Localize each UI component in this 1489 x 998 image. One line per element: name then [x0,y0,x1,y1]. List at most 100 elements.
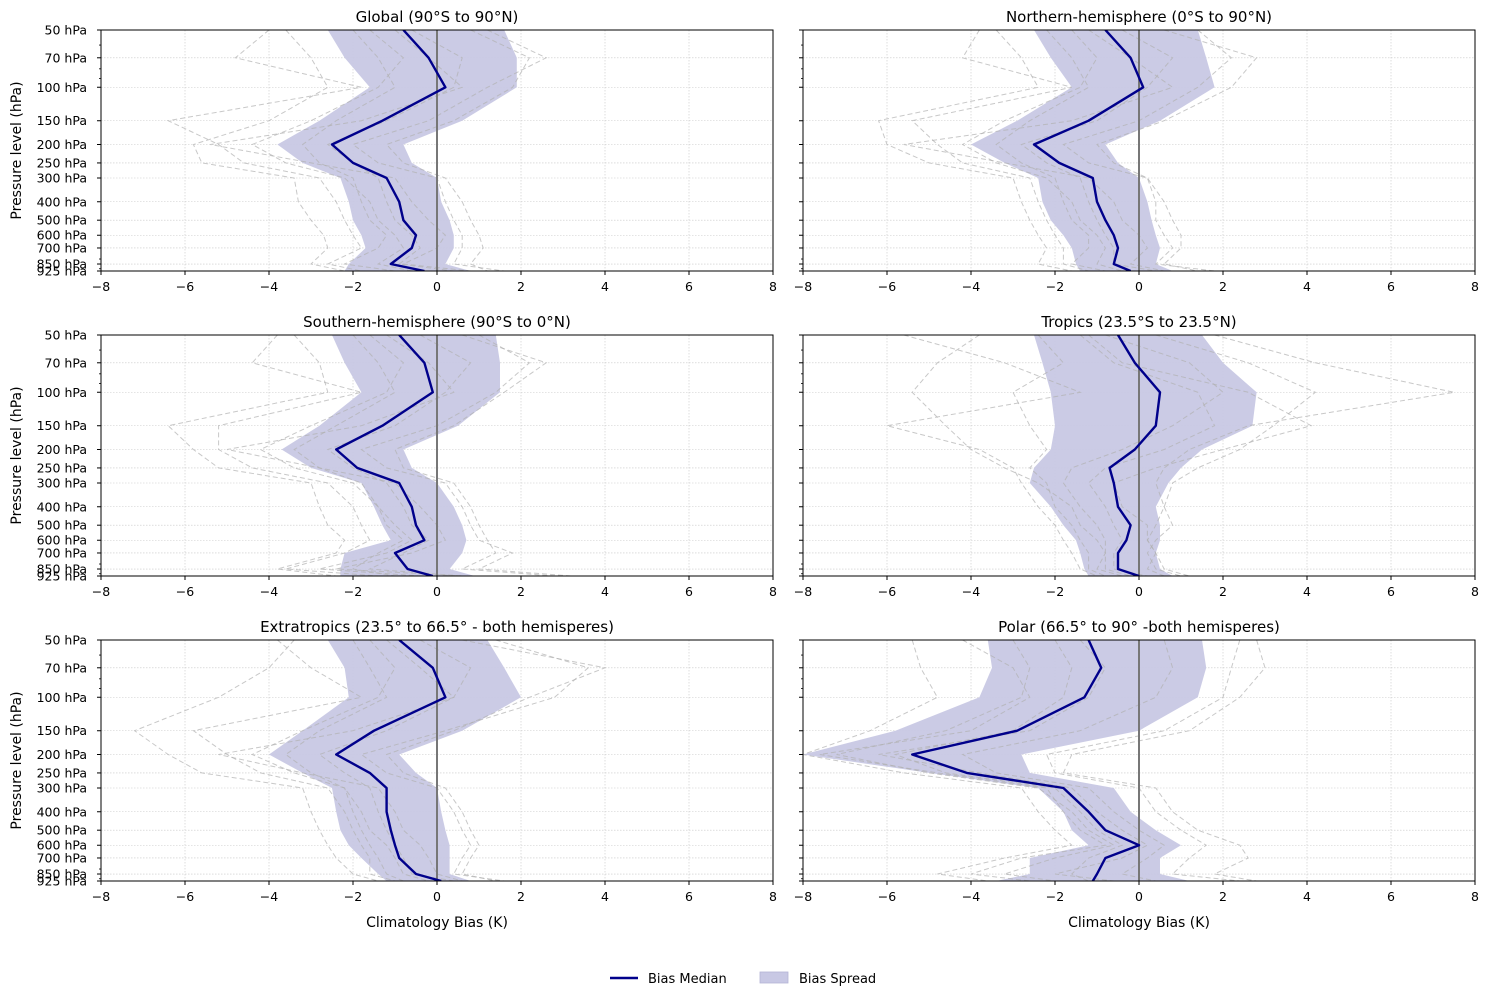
x-tick-label: 0 [433,279,441,294]
x-tick-label: −8 [92,279,110,294]
panel-title: Polar (66.5° to 90° -both hemisperes) [998,618,1280,636]
y-tick-label: 300 hPa [37,170,87,185]
x-tick-label: 0 [1135,584,1143,599]
member-line-4 [893,640,1124,881]
y-axis-label: Pressure level (hPa) [9,691,25,829]
x-tick-label: 4 [1303,889,1311,904]
member-line-1 [167,335,346,576]
panel-title: Northern-hemisphere (0°S to 90°N) [1006,8,1272,26]
member-line-7 [1079,335,1216,576]
x-tick-label: −6 [176,279,194,294]
x-tick-label: −2 [1046,889,1064,904]
plot-area [166,30,548,271]
x-tick-label: 2 [517,889,525,904]
panel-title: Tropics (23.5°S to 23.5°N) [1040,313,1236,331]
y-tick-label: 250 hPa [37,460,87,475]
x-tick-label: −2 [1046,279,1064,294]
panels: Global (90°S to 90°N)−8 −6 −4 −2 0 2 4 6 850 hPa… [9,8,1479,931]
member-line-8 [326,30,463,271]
y-tick-label: 600 hPa [37,533,87,548]
x-tick-label: 4 [1303,584,1311,599]
member-line-4 [293,335,405,576]
x-tick-label: 8 [769,889,777,904]
bias-spread-band [277,30,517,271]
y-tick-label: 70 hPa [45,660,87,675]
member-line-6 [1062,30,1233,271]
bias-median-line [335,640,447,881]
plot-area [803,640,1266,881]
member-line-4 [995,30,1106,271]
x-tick-label: 8 [769,279,777,294]
panel-title: Southern-hemisphere (90°S to 0°N) [303,313,571,331]
x-tick-label: −8 [794,584,812,599]
y-tick-label: 700 hPa [37,545,87,560]
member-line-3 [394,335,555,576]
x-axis: −8 −6 −4 −2 0 2 4 6 8 [92,576,777,599]
x-tick-label: 2 [1219,279,1227,294]
x-axis-label: Climatology Bias (K) [366,915,508,931]
y-tick-label: 300 hPa [37,780,87,795]
y-tick-label: 700 hPa [37,240,87,255]
member-line-1 [886,335,1098,576]
x-tick-label: 0 [433,889,441,904]
y-tick-label: 200 hPa [37,442,87,457]
y-tick-label: 700 hPa [37,850,87,865]
y-tick-label: 925 hPa [37,264,87,279]
y-tick-label: 200 hPa [37,747,87,762]
x-tick-label: −4 [962,279,980,294]
plot-area [877,30,1258,271]
x-tick-label: 4 [601,889,609,904]
x-tick-label: 8 [769,584,777,599]
member-line-1 [192,30,345,271]
legend-spread-label: Bias Spread [799,972,876,987]
y-axis-label: Pressure level (hPa) [9,81,25,219]
member-line-8 [326,335,472,576]
x-tick-label: −2 [344,279,362,294]
x-tick-label: 6 [1387,279,1395,294]
bias-median-line [335,335,434,576]
x-tick-label: 2 [517,279,525,294]
y-tick-label: 250 hPa [37,765,87,780]
member-line-2 [819,640,1107,881]
bias-median-line [1108,335,1162,576]
member-line-5 [218,335,379,576]
member-line-3 [385,640,607,881]
y-tick-label: 50 hPa [45,328,87,343]
y-tick-label: 500 hPa [37,823,87,838]
y-tick-label: 50 hPa [45,633,87,648]
x-tick-label: −4 [962,584,980,599]
y-tick-label: 850 hPa [37,257,87,272]
member-line-4 [1012,335,1106,576]
member-line-7 [251,30,412,271]
x-tick-label: 4 [1303,279,1311,294]
x-tick-label: −8 [92,584,110,599]
member-line-6 [360,335,572,576]
y-tick-label: 850 hPa [37,562,87,577]
panel-3: Southern-hemisphere (90°S to 0°N) −8 −6 −4−… [9,313,777,599]
x-tick-label: −4 [260,279,278,294]
x-tick-label: −4 [260,889,278,904]
y-tick-label: 100 hPa [37,385,87,400]
x-axis-label: Climatology Bias (K) [1068,915,1210,931]
member-line-6 [836,640,1116,881]
x-tick-label: 6 [685,279,693,294]
x-tick-label: 0 [1135,889,1143,904]
x-tick-label: 4 [601,279,609,294]
y-tick-label: 400 hPa [37,194,87,209]
member-line-7 [961,30,1123,271]
x-tick-label: 2 [517,584,525,599]
member-line-8 [318,640,472,881]
member-line-4 [301,30,396,271]
y-tick-label: 70 hPa [45,50,87,65]
y-axis-label: Pressure level (hPa) [9,386,25,524]
x-tick-label: −6 [878,584,896,599]
x-tick-label: −8 [794,279,812,294]
x-tick-label: 6 [685,889,693,904]
x-tick-label: 8 [1471,889,1479,904]
panel-title: Extratropics (23.5° to 66.5° - both hemi… [260,618,614,636]
member-line-5 [911,30,1089,271]
x-tick-label: 2 [1219,889,1227,904]
x-axis: −8 −6 −4 −2 0 2 4 6 8 [92,881,777,904]
y-tick-label: 600 hPa [37,228,87,243]
panel-2: Northern-hemisphere (0°S to 90°N)−8 −6 −4−… [794,8,1479,294]
